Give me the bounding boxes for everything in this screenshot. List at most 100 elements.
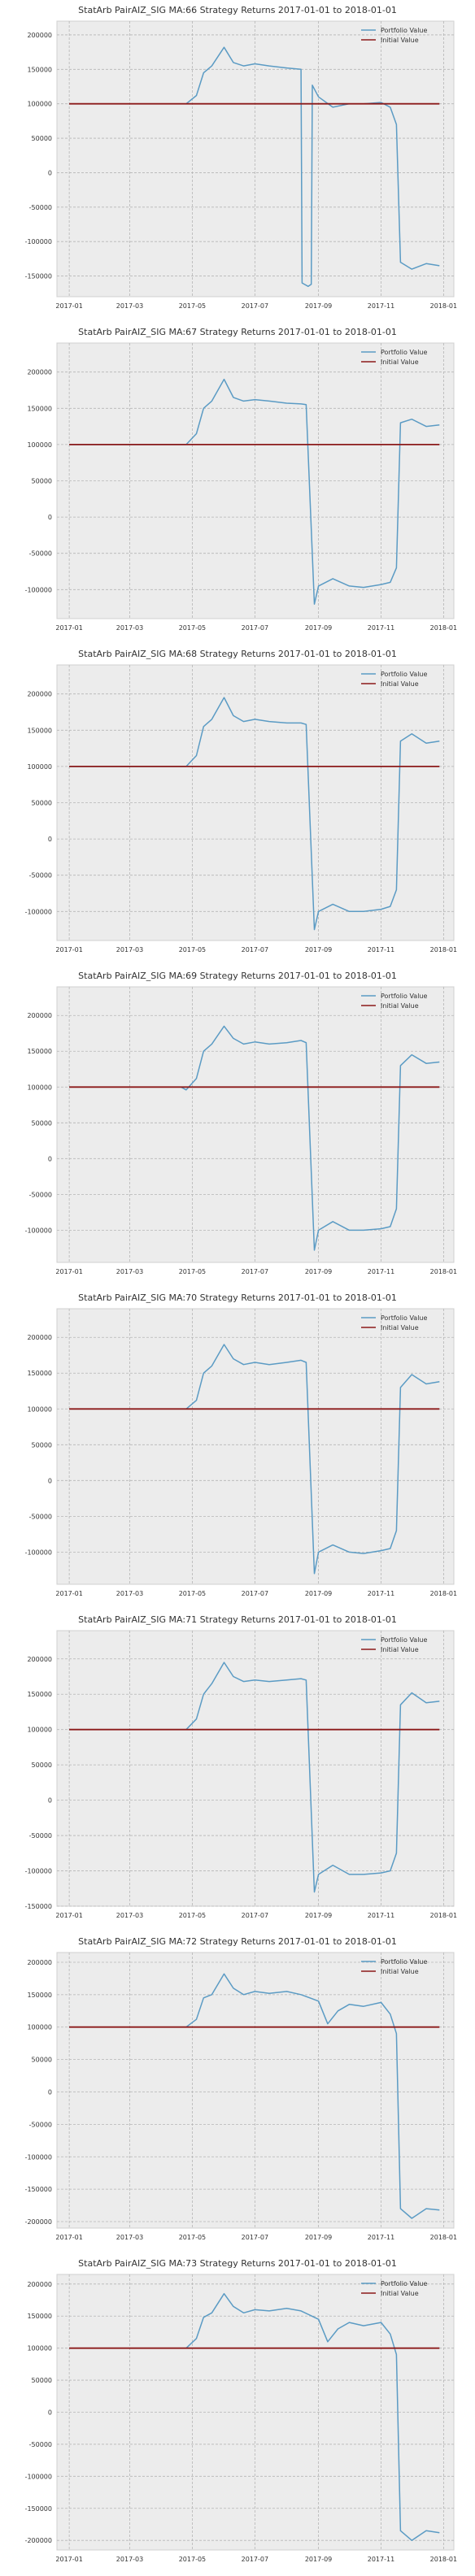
y-tick-label: 150000 [27, 66, 52, 73]
y-tick-label: -100000 [25, 1868, 52, 1875]
legend: Portfolio Value Initial Value [361, 2280, 428, 2297]
y-tick-label: 100000 [27, 2024, 52, 2031]
x-tick-label: 2018-01 [430, 2556, 457, 2563]
y-tick-label: -200000 [25, 2537, 52, 2544]
x-tick-label: 2017-01 [55, 1590, 82, 1597]
y-tick-label: -150000 [25, 2505, 52, 2513]
y-tick-label: 50000 [32, 478, 52, 485]
legend-label: Initial Value [381, 2290, 419, 2297]
y-tick-label: 200000 [27, 1334, 52, 1341]
y-tick-label: 100000 [27, 441, 52, 449]
y-tick-label: 50000 [32, 2377, 52, 2384]
chart-panel: StatArb PairAIZ_SIG MA:72 Strategy Retur… [25, 1936, 458, 2241]
y-tick-label: -50000 [29, 1191, 52, 1198]
y-tick-label: -200000 [25, 2218, 52, 2226]
legend: Portfolio Value Initial Value [361, 1636, 428, 1653]
y-tick-label: -50000 [29, 550, 52, 558]
legend-label: Initial Value [381, 1968, 419, 1975]
x-tick-label: 2017-09 [305, 1912, 332, 1919]
y-tick-label: 200000 [27, 1012, 52, 1019]
chart-title: StatArb PairAIZ_SIG MA:67 Strategy Retur… [78, 327, 397, 337]
portfolio-value-line [69, 1344, 440, 1575]
y-tick-label: 200000 [27, 32, 52, 39]
x-tick-label: 2017-01 [55, 1268, 82, 1275]
y-tick-label: 0 [48, 1477, 52, 1484]
chart-title: StatArb PairAIZ_SIG MA:68 Strategy Retur… [78, 649, 397, 659]
chart-panel: StatArb PairAIZ_SIG MA:70 Strategy Retur… [25, 1292, 458, 1597]
x-tick-label: 2017-09 [305, 302, 332, 310]
x-tick-label: 2017-03 [116, 1912, 143, 1919]
y-tick-label: 150000 [27, 1992, 52, 1999]
y-tick-label: -150000 [25, 273, 52, 280]
plot-area [56, 664, 455, 941]
y-tick-label: 100000 [27, 101, 52, 108]
y-tick-label: 0 [48, 169, 52, 176]
chart-title: StatArb PairAIZ_SIG MA:69 Strategy Retur… [78, 971, 397, 981]
legend-label: Portfolio Value [381, 27, 428, 34]
x-tick-label: 2018-01 [430, 1590, 457, 1597]
legend-label: Initial Value [381, 1324, 419, 1331]
y-tick-label: 150000 [27, 1370, 52, 1377]
y-tick-label: 100000 [27, 1727, 52, 1734]
plot-area [56, 342, 455, 619]
y-tick-label: 150000 [27, 405, 52, 412]
x-tick-label: 2017-05 [179, 946, 206, 954]
y-tick-label: 100000 [27, 763, 52, 771]
x-tick-label: 2017-07 [242, 302, 268, 310]
y-tick-label: -150000 [25, 2186, 52, 2193]
x-tick-label: 2017-09 [305, 624, 332, 632]
plot-area [56, 1308, 455, 1585]
y-tick-label: -50000 [29, 1832, 52, 1840]
y-tick-label: 0 [48, 1155, 52, 1162]
portfolio-value-line [69, 1973, 440, 2219]
y-tick-label: 150000 [27, 2313, 52, 2320]
x-tick-label: 2017-01 [55, 302, 82, 310]
y-tick-label: 100000 [27, 2345, 52, 2352]
legend-label: Initial Value [381, 1646, 419, 1653]
legend-label: Initial Value [381, 358, 419, 366]
x-tick-label: 2017-05 [179, 2556, 206, 2563]
y-tick-label: 200000 [27, 1656, 52, 1663]
x-tick-label: 2017-07 [242, 1268, 268, 1275]
x-tick-label: 2017-07 [242, 1590, 268, 1597]
x-tick-label: 2017-07 [242, 2234, 268, 2241]
y-tick-label: -50000 [29, 2441, 52, 2448]
x-tick-label: 2017-01 [55, 624, 82, 632]
y-tick-label: -100000 [25, 1227, 52, 1234]
y-tick-label: 200000 [27, 2281, 52, 2288]
x-tick-label: 2017-03 [116, 624, 143, 632]
x-tick-label: 2017-11 [368, 1912, 394, 1919]
chart-panel: StatArb PairAIZ_SIG MA:67 Strategy Retur… [25, 327, 458, 632]
x-tick-label: 2017-07 [242, 946, 268, 954]
x-tick-label: 2017-11 [368, 302, 394, 310]
chart-panel: StatArb PairAIZ_SIG MA:71 Strategy Retur… [25, 1614, 458, 1919]
x-tick-label: 2017-03 [116, 946, 143, 954]
y-tick-label: 0 [48, 2409, 52, 2417]
legend-label: Portfolio Value [381, 671, 428, 678]
y-tick-label: -100000 [25, 586, 52, 593]
y-tick-label: -50000 [29, 2121, 52, 2128]
x-tick-label: 2018-01 [430, 946, 457, 954]
y-tick-label: 150000 [27, 727, 52, 734]
x-tick-label: 2017-09 [305, 1268, 332, 1275]
plot-area [56, 986, 455, 1263]
y-tick-label: 50000 [32, 1441, 52, 1449]
legend: Portfolio Value Initial Value [361, 27, 428, 44]
y-tick-label: 0 [48, 836, 52, 843]
y-tick-label: -100000 [25, 2473, 52, 2480]
y-tick-label: 50000 [32, 135, 52, 142]
x-tick-label: 2017-09 [305, 2234, 332, 2241]
x-tick-label: 2018-01 [430, 302, 457, 310]
plot-area [56, 20, 455, 298]
x-tick-label: 2017-05 [179, 302, 206, 310]
x-tick-label: 2018-01 [430, 1912, 457, 1919]
x-tick-label: 2017-03 [116, 302, 143, 310]
y-tick-label: -100000 [25, 238, 52, 245]
portfolio-value-line [69, 378, 440, 605]
legend: Portfolio Value Initial Value [361, 1958, 428, 1975]
portfolio-value-line [69, 46, 440, 288]
y-tick-label: 200000 [27, 369, 52, 376]
y-tick-label: 150000 [27, 1048, 52, 1055]
chart-panel: StatArb PairAIZ_SIG MA:68 Strategy Retur… [25, 649, 458, 954]
